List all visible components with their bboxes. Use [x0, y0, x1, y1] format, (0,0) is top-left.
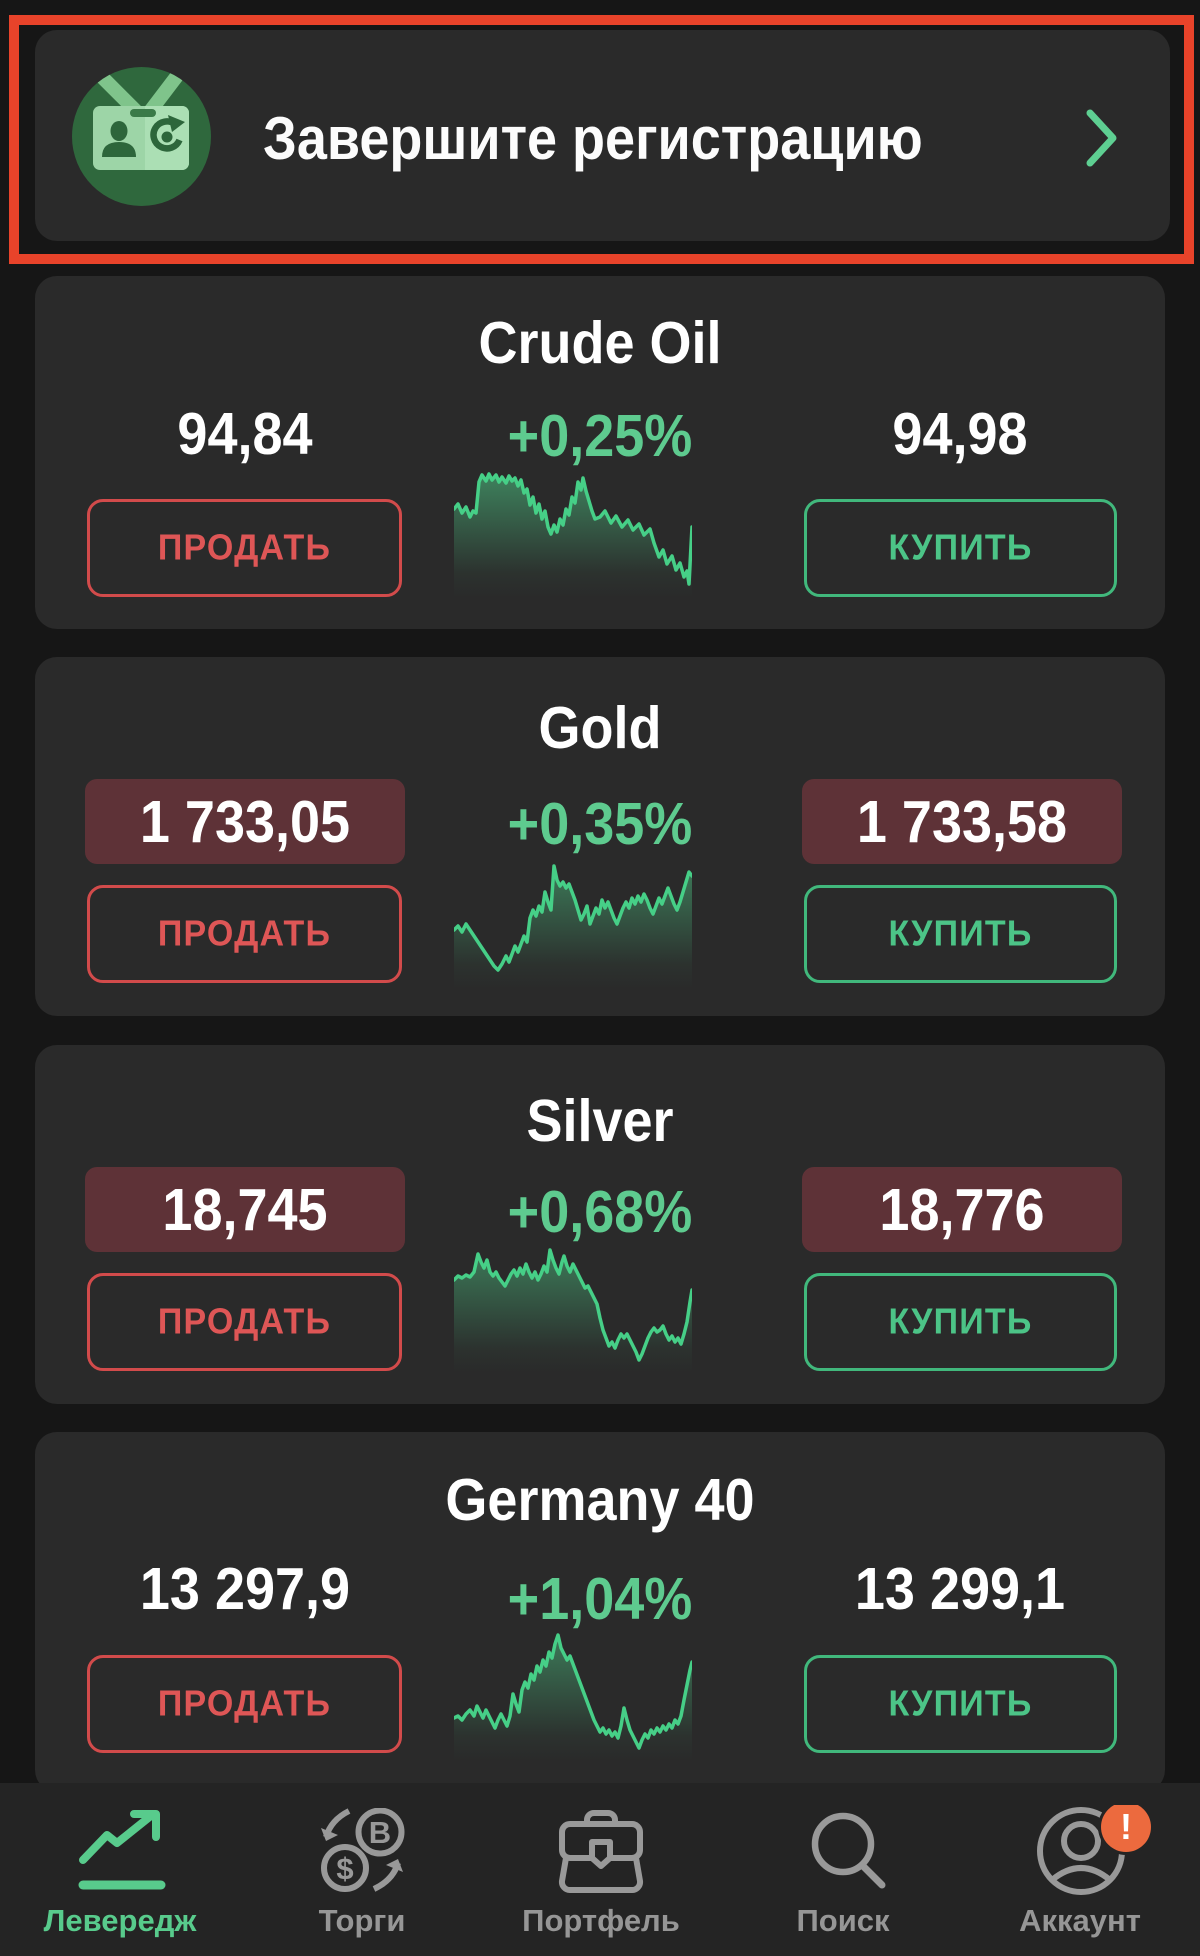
- svg-text:$: $: [336, 1851, 353, 1886]
- svg-text:!: !: [1120, 1806, 1132, 1847]
- svg-text:B: B: [369, 1815, 391, 1850]
